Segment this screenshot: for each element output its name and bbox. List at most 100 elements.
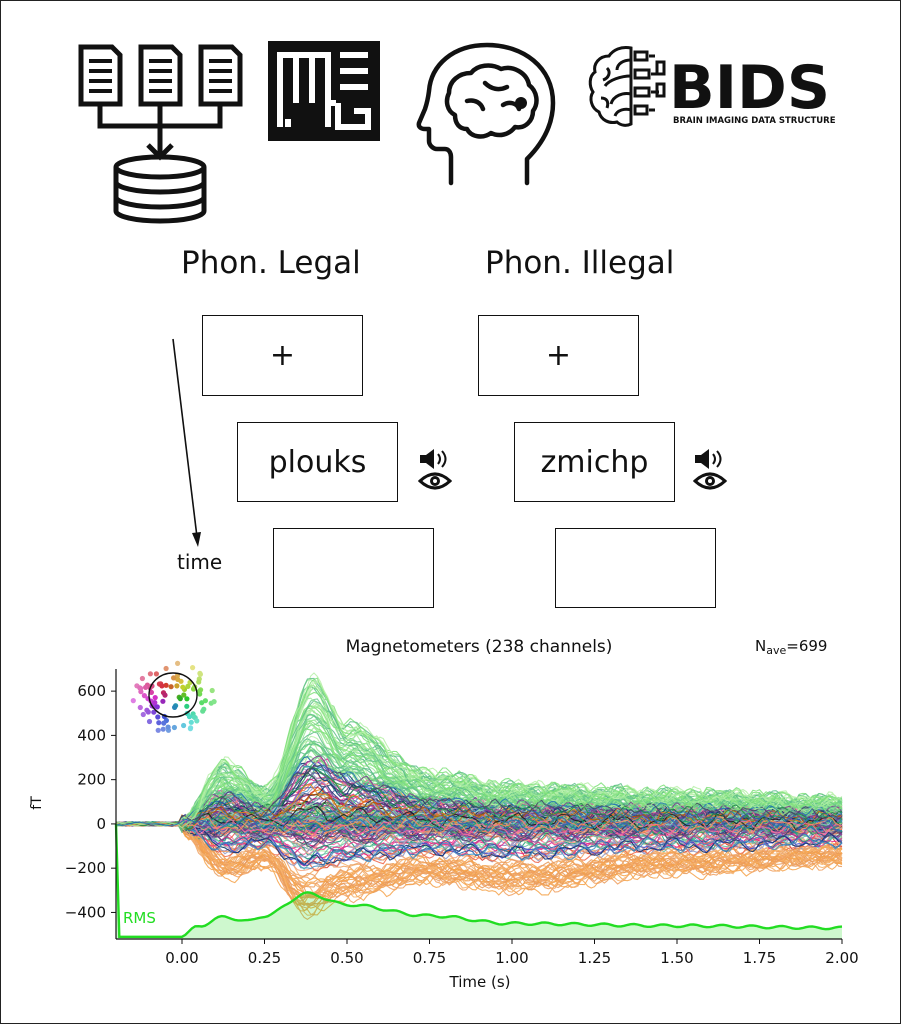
channel-trace (115, 815, 843, 834)
y-tick-label: 400 (77, 726, 106, 744)
plot-area: RMS 600 400 200 0 −200 −400 0.00 0.25 0.50 0.75 1.0… (65, 660, 859, 967)
sensor-dot (174, 683, 180, 689)
sensor-dot (160, 698, 166, 704)
sensor-dot (171, 675, 177, 681)
x-tick-label: 2.00 (825, 949, 858, 967)
sensor-dot (196, 679, 202, 685)
channel-trace (115, 821, 843, 872)
sensor-dot (156, 720, 162, 726)
sensor-dot (155, 727, 161, 733)
rms-line (114, 823, 843, 938)
sensor-dot (163, 665, 169, 672)
sensor-dot (196, 688, 202, 694)
channel-trace (115, 698, 843, 826)
sensor-dot (140, 711, 146, 718)
channel-trace (115, 818, 843, 870)
channel-trace (115, 794, 843, 828)
channel-trace (115, 821, 843, 890)
sensor-dot (168, 684, 174, 690)
channel-trace (115, 817, 843, 849)
sensor-dot (181, 692, 187, 698)
fixation-cross-illegal: + (545, 338, 572, 373)
x-tick-label: 0.00 (165, 949, 198, 967)
y-tick-label: 0 (96, 815, 106, 833)
sensor-dot (163, 682, 169, 688)
channel-trace (115, 821, 843, 866)
sensor-dot (197, 670, 203, 676)
rms-fill (116, 823, 842, 939)
sensor-dot (177, 696, 183, 702)
sensor-dot (155, 714, 161, 720)
sensor-dot (185, 683, 191, 689)
sensor-dot (175, 660, 181, 666)
channel-trace (115, 691, 843, 827)
stimulus-screen-legal: plouks (237, 422, 398, 502)
stimulus-word-legal: plouks (268, 444, 367, 480)
channel-trace (115, 764, 843, 827)
sensor-dot (152, 695, 158, 701)
sensor-dot (159, 683, 165, 689)
sensor-dot (137, 685, 143, 691)
y-axis-label: fT (29, 796, 45, 810)
sensor-dot (202, 698, 208, 704)
x-tick-label: 1.25 (578, 949, 611, 967)
sensor-dot (191, 714, 197, 720)
x-tick-label: 1.75 (743, 949, 776, 967)
meg-logo (268, 41, 380, 141)
bids-logo: BIDS BRAIN IMAGING DATA STRUCTURE (588, 46, 835, 127)
channel-trace (115, 818, 843, 844)
channel-trace (115, 793, 843, 831)
speaker-icon (420, 449, 447, 469)
sensor-dot (211, 699, 217, 705)
sensor-dot (184, 703, 190, 709)
sensor-dot (153, 671, 159, 677)
channel-trace (115, 756, 843, 827)
channel-trace (115, 713, 843, 831)
channel-trace (115, 813, 843, 833)
fixation-screen-illegal: + (478, 315, 639, 396)
sensor-dot (143, 684, 149, 690)
channel-trace (115, 821, 843, 855)
x-axis-label: Time (s) (449, 973, 511, 991)
meg-butterfly-chart: Magnetometers (238 channels) Nave=699 RM… (29, 637, 859, 991)
channel-trace (115, 766, 843, 830)
channel-trace (115, 821, 843, 909)
condition-label-legal: Phon. Legal (181, 245, 361, 281)
x-tick-label: 1.50 (660, 949, 693, 967)
sensor-dot (130, 698, 136, 704)
speaker-icon (695, 449, 722, 469)
sensor-dot (209, 687, 215, 694)
fixation-screen-legal: + (202, 315, 363, 396)
x-tick-label: 0.25 (248, 949, 281, 967)
channel-trace (115, 814, 843, 833)
bids-subtitle: BRAIN IMAGING DATA STRUCTURE (673, 116, 835, 126)
channel-trace (115, 822, 843, 906)
channel-trace (115, 703, 843, 829)
sensor-dot (172, 704, 178, 710)
fixation-cross-legal: + (269, 338, 296, 373)
x-tick-label: 0.50 (330, 949, 363, 967)
sensor-dot (175, 676, 181, 682)
head-brain-icon (416, 42, 556, 186)
y-tick-label: −400 (65, 903, 106, 921)
rms-label: RMS (123, 909, 156, 927)
time-arrow (172, 338, 201, 547)
sensor-dot (171, 724, 177, 731)
sensor-dot (194, 718, 200, 724)
sensor-dot (161, 720, 167, 726)
x-tick-label: 0.75 (413, 949, 446, 967)
y-tick-label: −200 (65, 859, 106, 877)
stimulus-word-illegal: zmichp (540, 444, 649, 480)
head-outline (148, 672, 198, 718)
sensor-dot (152, 700, 158, 706)
channel-trace (115, 755, 843, 828)
time-label: time (177, 550, 223, 574)
sensor-dot (162, 692, 168, 698)
sensor-dot (145, 709, 151, 715)
sensor-dot (180, 684, 186, 690)
blank-screen-legal (273, 528, 434, 608)
nave-value: =699 (786, 637, 827, 655)
sensor-dot (181, 722, 187, 729)
sensor-dot (151, 709, 157, 715)
